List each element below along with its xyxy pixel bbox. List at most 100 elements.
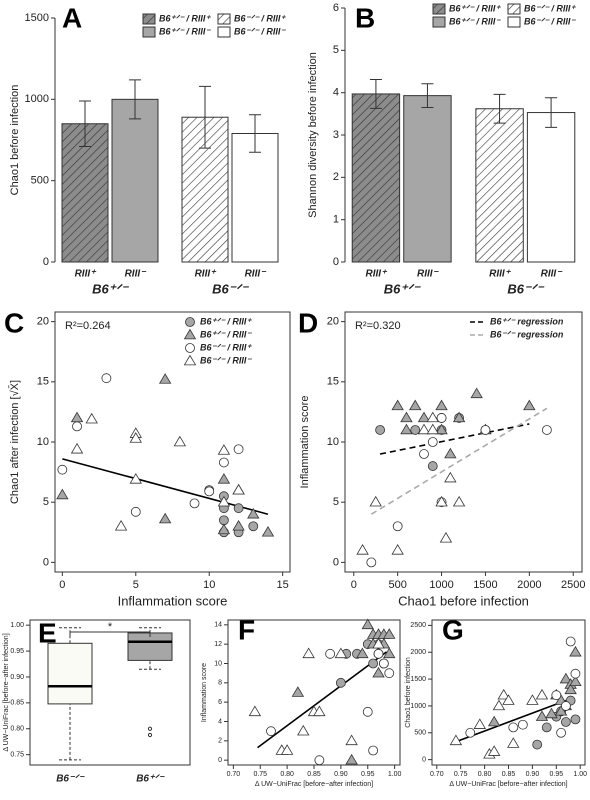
x-tick-label: 0.95 (361, 771, 375, 778)
legend-swatch (432, 3, 446, 15)
legend-swatch (507, 16, 521, 28)
point (56, 488, 69, 500)
point (280, 744, 294, 755)
legend-swatch (142, 13, 156, 25)
point (444, 471, 457, 483)
point (129, 432, 142, 443)
plot-frame (54, 311, 291, 573)
panel-letter: A (62, 2, 82, 33)
x-tick-label: 0 (351, 579, 357, 591)
point (473, 718, 487, 729)
panel-letter: B (355, 2, 375, 33)
annotation: R²=0.264 (65, 320, 111, 332)
point (204, 486, 215, 497)
x-tick-label: RIII⁻ (125, 269, 148, 280)
point (217, 523, 231, 535)
legend-marker (183, 354, 197, 366)
point (556, 727, 566, 738)
y-tick-label: 5 (333, 496, 339, 508)
y-tick-label: 0 (218, 757, 222, 764)
bar (526, 112, 576, 263)
point (417, 423, 431, 435)
x-tick-label: RIII⁺ (195, 269, 218, 280)
point (427, 461, 438, 471)
x-tick-label: 500 (388, 579, 406, 591)
legend-swatch (432, 16, 446, 28)
bar (351, 93, 401, 263)
legend-label: B6⁻ᐟ⁻ / RIII⁻ (200, 355, 252, 365)
x-tick-label: 15 (277, 579, 289, 591)
x-tick-label: 1.00 (573, 771, 587, 778)
y-tick-label: 1000 (410, 703, 426, 710)
point (508, 722, 519, 733)
point (368, 658, 379, 669)
x-axis-label: Chao1 before infection (398, 593, 529, 608)
x-tick-label: RIII⁺ (75, 269, 98, 280)
y-tick-label: 2500 (410, 622, 426, 629)
point (378, 658, 389, 669)
legend-label: B6⁺ᐟ⁻ / RIII⁻ (159, 26, 211, 36)
point (129, 473, 142, 484)
point (217, 495, 231, 507)
point (487, 745, 501, 756)
y-tick-label: 1.00 (10, 622, 24, 629)
panel-letter: E (38, 617, 57, 648)
point (325, 648, 336, 659)
y-tick-label: 500 (31, 175, 49, 187)
point (444, 447, 457, 459)
legend-label: B6⁺ᐟ⁻ / RIII⁻ (449, 16, 501, 26)
point (470, 387, 483, 399)
point (372, 666, 385, 678)
point (356, 544, 369, 555)
point (219, 457, 229, 468)
y-tick-label: 4 (333, 87, 339, 99)
legend-label: B6⁻ᐟ⁻ / RIII⁺ (524, 3, 576, 13)
point (517, 719, 528, 730)
error-bar (545, 97, 558, 128)
point (368, 745, 379, 756)
point (426, 411, 439, 423)
legend-label: B6⁺ᐟ⁻ / RIII⁺ (449, 3, 501, 13)
point (565, 636, 576, 647)
point (189, 498, 200, 509)
point (247, 507, 260, 519)
x-tick-label: 0.75 (454, 771, 468, 778)
point (334, 647, 348, 659)
x-axis-label: Δ UW−UniFrac [before−after infection] (449, 781, 567, 788)
point (345, 734, 358, 746)
point (560, 701, 571, 711)
x-tick-label: RIII⁻ (541, 269, 564, 280)
x-tick-label: B6⁻ᐟ⁻ (56, 774, 85, 785)
point (361, 618, 374, 630)
y-axis-label: Chao1 before infection (9, 85, 21, 196)
x-tick-label: 1.00 (388, 771, 402, 778)
y-tick-label: 0.90 (10, 674, 24, 681)
point (72, 421, 82, 432)
y-tick-label: 500 (414, 730, 426, 737)
x-tick-label: 1000 (429, 579, 453, 591)
group-label: B6⁻ᐟ⁻ (507, 281, 545, 296)
y-tick-label: 0.80 (10, 726, 24, 733)
x-tick-label: 1500 (473, 579, 497, 591)
y-tick-label: 15 (327, 376, 339, 388)
panel-letter: F (238, 614, 255, 645)
point (436, 413, 447, 423)
point (559, 672, 573, 684)
point (383, 647, 396, 659)
box (47, 642, 93, 705)
y-tick-label: 0 (333, 256, 339, 268)
point (302, 647, 315, 659)
y-tick-label: 4 (218, 718, 222, 725)
x-tick-label: 0.85 (502, 771, 516, 778)
outlier (147, 732, 153, 738)
regression-line (257, 651, 388, 749)
x-axis-label: Δ UW−UniFrac [before−after infection] (255, 781, 373, 788)
x-tick-label: 0.70 (430, 771, 444, 778)
point (497, 688, 510, 700)
bar (403, 95, 452, 263)
whisker (59, 703, 81, 761)
regression-line (62, 458, 269, 515)
point (373, 648, 384, 659)
legend-swatch (507, 3, 521, 15)
y-tick-label: 10 (37, 436, 49, 448)
